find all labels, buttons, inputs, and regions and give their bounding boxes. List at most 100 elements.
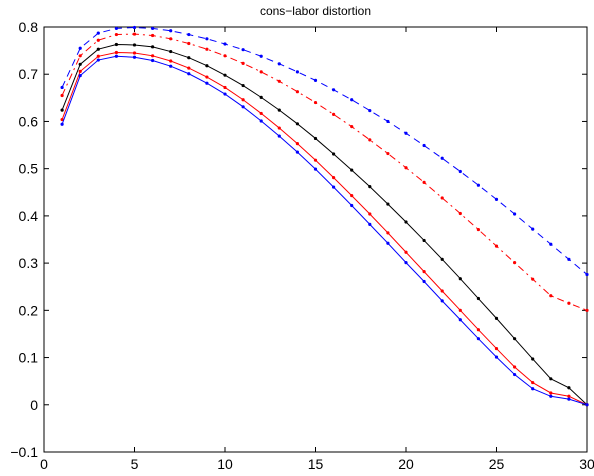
plot-area (43, 26, 588, 453)
data-point (78, 74, 82, 78)
data-point (422, 180, 426, 184)
data-point (440, 289, 444, 293)
data-point (549, 391, 553, 395)
data-point (205, 47, 209, 51)
data-point (205, 81, 209, 85)
data-point (531, 357, 535, 361)
data-point (350, 98, 354, 102)
data-point (549, 242, 553, 246)
data-point (386, 241, 390, 245)
data-point (295, 90, 299, 94)
data-point (205, 37, 209, 41)
data-point (404, 220, 408, 224)
x-tick-label: 10 (217, 456, 233, 472)
data-point (513, 365, 517, 369)
data-point (169, 64, 173, 68)
data-point (114, 26, 118, 31)
data-point (585, 403, 589, 407)
data-point (96, 58, 100, 62)
data-point (458, 318, 462, 322)
data-point (332, 185, 336, 189)
x-tick-label: 25 (489, 456, 505, 472)
data-point (513, 212, 517, 216)
data-point (567, 301, 571, 305)
data-point (205, 64, 209, 68)
y-tick-label: 0.8 (19, 19, 39, 35)
axis-ticks (43, 26, 588, 453)
x-tick-label: 15 (308, 456, 324, 472)
data-point (132, 43, 137, 47)
series-1 (60, 25, 589, 277)
series-4 (60, 50, 589, 407)
series-2 (60, 32, 589, 312)
data-point (187, 56, 191, 60)
data-point (476, 183, 480, 187)
data-point (223, 42, 227, 46)
data-point (440, 299, 444, 303)
y-tick-label: 0.5 (19, 161, 39, 177)
data-point (169, 49, 173, 54)
data-point (151, 26, 155, 31)
data-point (494, 346, 499, 351)
data-point (60, 93, 64, 98)
data-point (368, 212, 372, 216)
data-point (368, 222, 372, 226)
data-point (78, 69, 82, 73)
y-tick-label: 0 (30, 397, 38, 413)
data-point (313, 136, 318, 141)
data-point (223, 73, 227, 77)
data-point (458, 211, 462, 216)
data-point (513, 337, 517, 341)
data-point (567, 394, 571, 398)
x-tick-label: 20 (398, 456, 414, 472)
series-line (61, 55, 588, 406)
data-point (531, 227, 535, 231)
data-point (151, 33, 155, 38)
data-point (476, 296, 480, 301)
data-point (295, 142, 299, 146)
data-point (404, 250, 408, 254)
y-tick-label: 0.4 (19, 208, 39, 224)
chart-title: cons−labor distortion (260, 4, 371, 18)
y-tick-label: 0.7 (19, 66, 39, 82)
data-point (259, 111, 263, 116)
data-point (259, 54, 263, 58)
data-point (241, 105, 245, 109)
data-point (404, 131, 408, 135)
data-point (386, 202, 390, 206)
data-point (476, 337, 480, 341)
data-point (277, 108, 281, 112)
data-point (368, 108, 372, 113)
data-point (277, 79, 281, 83)
x-tick-label: 5 (131, 456, 139, 472)
data-point (313, 158, 318, 162)
data-point (259, 70, 263, 74)
data-point (585, 272, 589, 277)
data-point (531, 277, 535, 281)
data-point (313, 100, 318, 105)
data-point (422, 238, 426, 243)
data-point (114, 50, 118, 55)
data-point (332, 176, 336, 180)
data-point (277, 62, 281, 66)
data-point (96, 54, 100, 58)
data-point (368, 138, 372, 142)
data-point (422, 143, 426, 148)
data-point (223, 92, 227, 96)
data-point (440, 156, 444, 160)
data-point (494, 316, 499, 320)
x-tick-label: 0 (40, 456, 48, 472)
data-point (350, 203, 354, 208)
data-point (151, 54, 155, 58)
data-point (422, 279, 426, 284)
data-point (494, 244, 499, 248)
data-point (187, 72, 191, 76)
data-point (313, 167, 318, 171)
data-point (404, 166, 408, 170)
data-point (458, 308, 462, 312)
data-point (567, 397, 571, 401)
data-point (132, 32, 137, 36)
data-point (494, 355, 499, 359)
data-point (78, 54, 82, 58)
